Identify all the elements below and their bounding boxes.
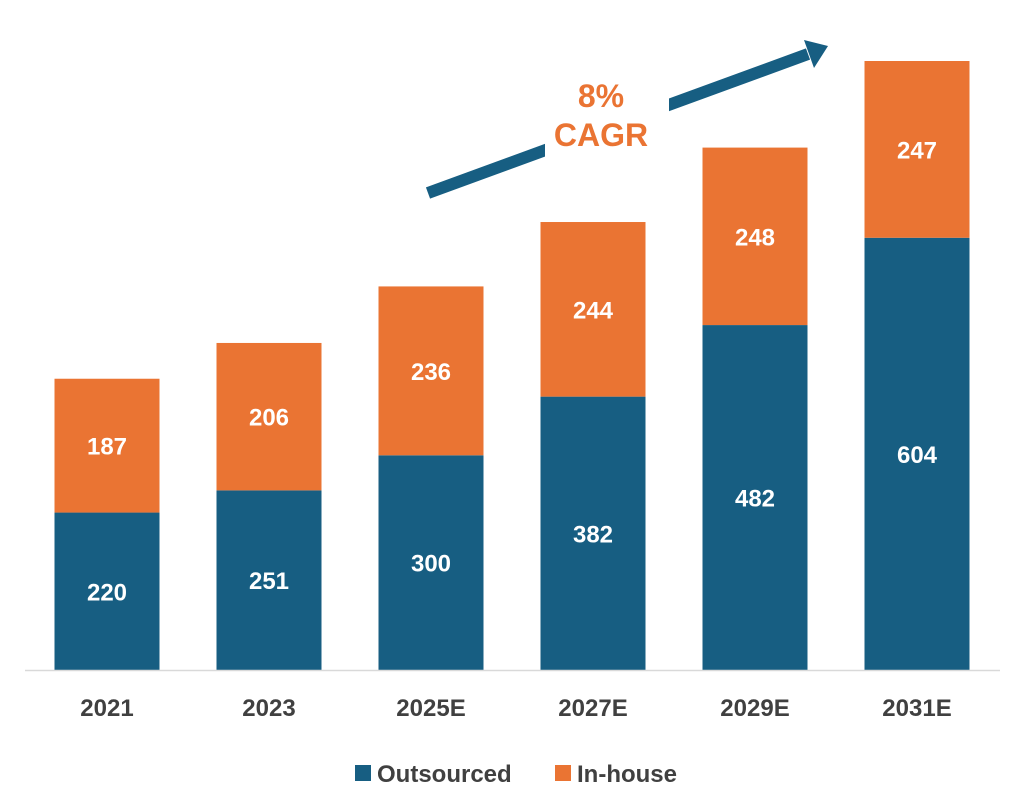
- bar-in-house-2021: [54, 378, 160, 513]
- bars-group: 220 187 251 206 300 236 382 244 482 248 604 247: [54, 61, 970, 670]
- bar-in-house-2025e: [378, 286, 484, 456]
- data-label-outsourced-2027e: 382: [573, 521, 613, 548]
- x-tick-2025e: 2025E: [396, 695, 465, 722]
- x-tick-2031e: 2031E: [882, 695, 951, 722]
- data-label-outsourced-2029e: 482: [735, 486, 775, 513]
- legend-swatch-outsourced: [355, 765, 371, 781]
- bar-outsourced-2025e: [378, 455, 484, 670]
- data-label-outsourced-2021: 220: [87, 579, 127, 606]
- x-tick-2021: 2021: [80, 695, 133, 722]
- bar-in-house-2029e: [702, 147, 808, 326]
- cagr-value: 8%: [578, 78, 624, 114]
- x-tick-2027e: 2027E: [558, 695, 627, 722]
- data-label-outsourced-2023: 251: [249, 568, 289, 595]
- bar-outsourced-2029e: [702, 325, 808, 670]
- x-tick-2023: 2023: [242, 695, 295, 722]
- data-label-in-house-2031e: 247: [897, 137, 937, 164]
- bar-outsourced-2031e: [864, 237, 970, 670]
- bar-outsourced-2027e: [540, 396, 646, 670]
- data-label-in-house-2029e: 248: [735, 224, 775, 251]
- data-label-in-house-2021: 187: [87, 434, 127, 461]
- legend: Outsourced In-house: [355, 761, 677, 788]
- data-label-outsourced-2025e: 300: [411, 551, 451, 578]
- cagr-label: CAGR: [554, 117, 648, 153]
- bar-in-house-2027e: [540, 222, 646, 397]
- legend-label-outsourced: Outsourced: [377, 761, 512, 788]
- x-tick-labels: 2021 2023 2025E 2027E 2029E 2031E: [80, 695, 951, 722]
- bar-outsourced-2021: [54, 512, 160, 670]
- bar-outsourced-2023: [216, 490, 322, 670]
- bar-in-house-2023: [216, 342, 322, 491]
- data-label-outsourced-2031e: 604: [897, 442, 938, 469]
- legend-swatch-in-house: [555, 765, 571, 781]
- data-label-in-house-2023: 206: [249, 405, 289, 432]
- legend-label-in-house: In-house: [577, 761, 677, 788]
- data-label-in-house-2027e: 244: [573, 297, 614, 324]
- x-tick-2029e: 2029E: [720, 695, 789, 722]
- cagr-annotation: 8% CAGR: [425, 40, 828, 199]
- bar-in-house-2031e: [864, 61, 970, 238]
- data-label-in-house-2025e: 236: [411, 359, 451, 386]
